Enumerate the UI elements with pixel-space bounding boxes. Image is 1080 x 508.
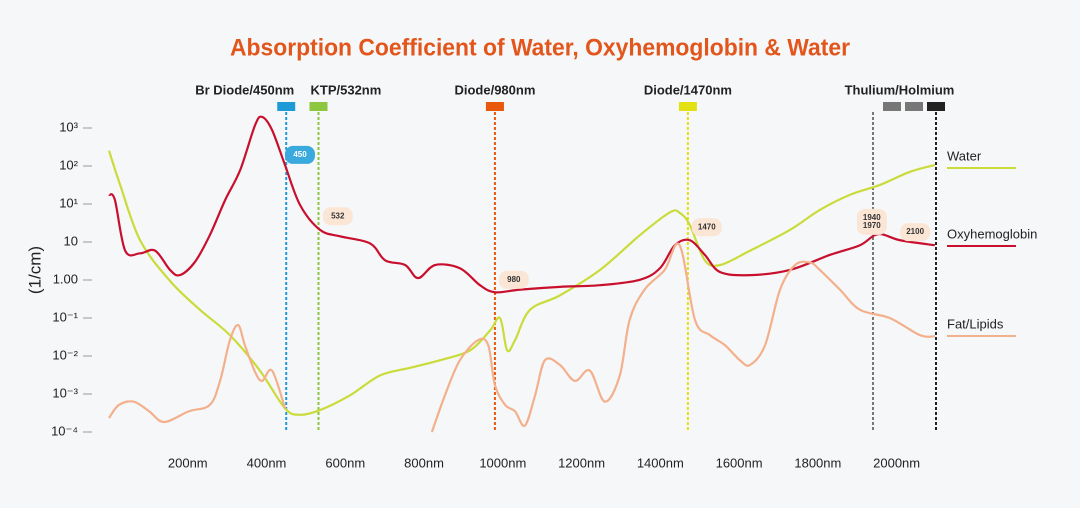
- laser-label: Diode/1470nm: [644, 82, 732, 97]
- y-tick-label: 10⁻⁴: [51, 423, 78, 438]
- y-tick-label: 10: [64, 233, 78, 248]
- x-tick-label: 1400nm: [637, 455, 684, 470]
- y-tick-label: 10³: [59, 119, 78, 134]
- annotation-label: 450: [293, 150, 307, 159]
- x-tick-label: 200nm: [168, 455, 208, 470]
- annotation-bubble: [284, 145, 315, 164]
- x-tick-label: 1200nm: [558, 455, 605, 470]
- x-tick-label: 1000nm: [479, 455, 526, 470]
- laser-marker: [883, 102, 901, 111]
- y-tick-label: 10¹: [59, 195, 78, 210]
- series-line: [107, 150, 936, 416]
- laser-marker: [485, 102, 504, 111]
- annotation-label: 2100: [906, 227, 924, 236]
- annotation-label: 1470: [698, 222, 716, 231]
- series-line: [108, 115, 935, 294]
- annotation-label: 1940: [863, 213, 881, 222]
- laser-marker: [678, 102, 697, 111]
- laser-marker: [905, 102, 923, 111]
- annotation-label: 980: [507, 275, 521, 284]
- laser-label: Diode/980nm: [454, 82, 535, 97]
- x-tick-label: 800nm: [404, 455, 444, 470]
- y-axis-title: (1/cm): [25, 246, 44, 294]
- x-tick-label: 1600nm: [716, 455, 763, 470]
- annotation-label: 1970: [863, 221, 881, 230]
- annotation-bubble: [691, 218, 722, 237]
- laser-marker: [277, 102, 296, 111]
- y-tick-label: 10⁻²: [52, 347, 78, 362]
- y-tick-label: 10⁻¹: [52, 309, 78, 324]
- annotation-bubble: [498, 270, 529, 289]
- series-line: [108, 242, 935, 433]
- annotation-label: 532: [331, 211, 345, 220]
- x-tick-label: 400nm: [247, 455, 287, 470]
- y-tick-label: 1.00: [53, 271, 78, 286]
- annotation-bubble: [900, 223, 931, 242]
- x-tick-label: 2000nm: [873, 455, 920, 470]
- laser-label: Br Diode/450nm: [195, 82, 294, 97]
- legend-label: Oxyhemoglobin: [947, 226, 1037, 241]
- laser-marker: [927, 102, 945, 111]
- legend-label: Water: [947, 148, 982, 163]
- laser-label: Thulium/Holmium: [845, 82, 955, 97]
- y-tick-label: 10⁻³: [52, 385, 78, 400]
- annotation-bubble: [856, 208, 887, 235]
- x-tick-label: 1800nm: [794, 455, 841, 470]
- legend-label: Fat/Lipids: [947, 316, 1004, 331]
- laser-marker: [309, 102, 328, 111]
- y-tick-label: 10²: [59, 157, 78, 172]
- chart-title: Absorption Coefficient of Water, Oxyhemo…: [230, 34, 850, 61]
- x-tick-label: 600nm: [325, 455, 365, 470]
- laser-label: KTP/532nm: [311, 82, 382, 97]
- annotation-bubble: [322, 207, 353, 226]
